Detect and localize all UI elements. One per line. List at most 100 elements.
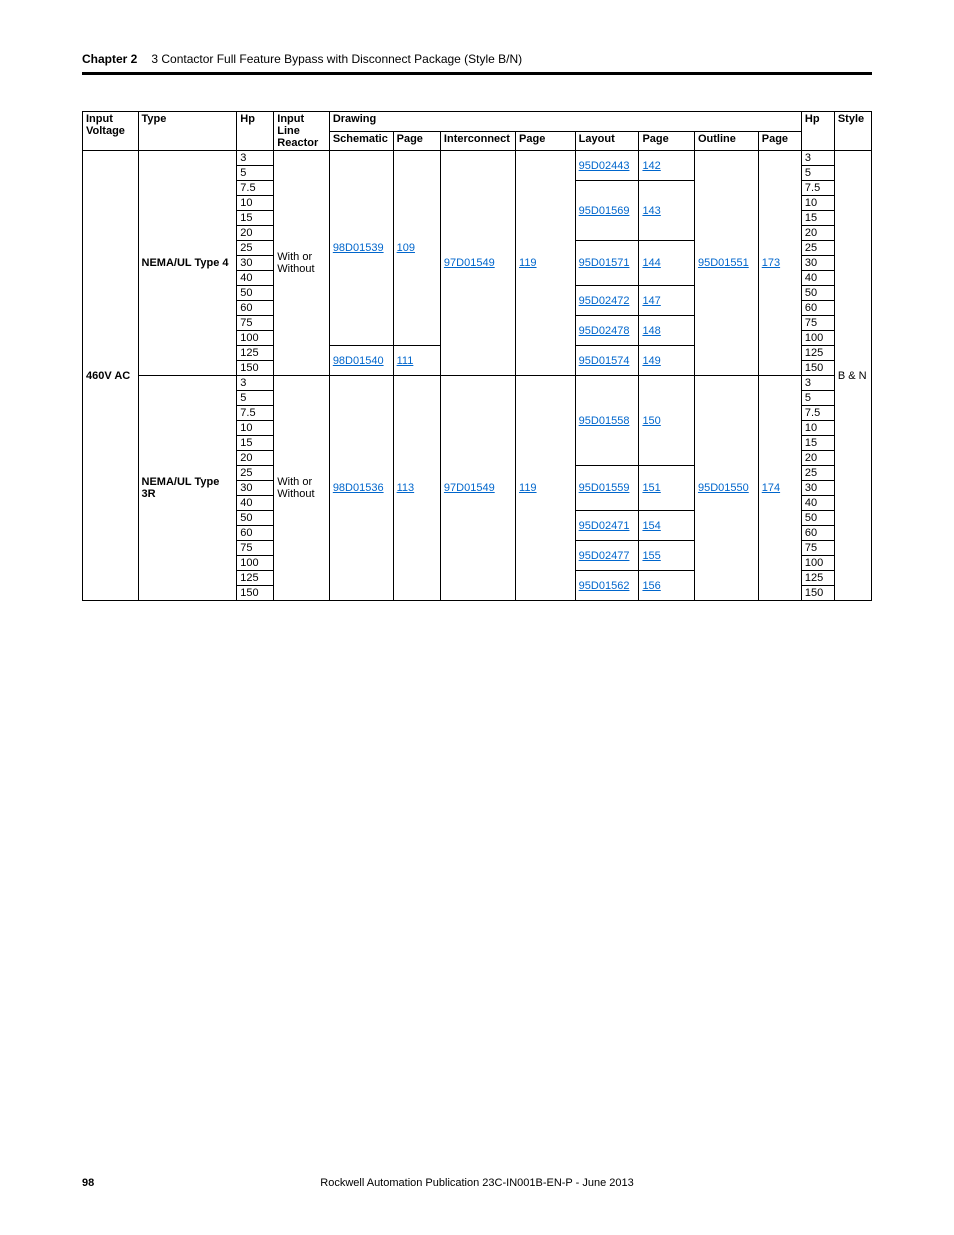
hp-right-cell: 100 — [801, 331, 834, 346]
hp-cell: 75 — [237, 541, 274, 556]
layout-page-link[interactable]: 156 — [642, 580, 660, 592]
hp-cell: 50 — [237, 286, 274, 301]
schematic-page-link[interactable]: 111 — [397, 355, 414, 367]
hp-right-cell: 150 — [801, 361, 834, 376]
hp-cell: 3 — [237, 151, 274, 166]
layout-cell: 95D01562 — [575, 571, 639, 601]
layout-page-cell: 154 — [639, 511, 695, 541]
layout-link[interactable]: 95D02478 — [579, 325, 630, 337]
hp-right-cell: 10 — [801, 196, 834, 211]
hp-right-cell: 125 — [801, 571, 834, 586]
hp-right-cell: 15 — [801, 436, 834, 451]
interconnect-page-link[interactable]: 119 — [519, 482, 537, 494]
layout-page-link[interactable]: 155 — [642, 550, 660, 562]
layout-page-link[interactable]: 151 — [642, 482, 660, 494]
hp-cell: 7.5 — [237, 406, 274, 421]
outline-page-link[interactable]: 173 — [762, 257, 780, 269]
th-hp: Hp — [237, 112, 274, 151]
spec-table: Input Voltage Type Hp Input Line Reactor… — [82, 111, 872, 601]
outline-link[interactable]: 95D01551 — [698, 257, 749, 269]
chapter-label: Chapter 2 — [82, 52, 137, 66]
th-schematic-page: Page — [393, 131, 440, 151]
layout-link[interactable]: 95D02472 — [579, 295, 630, 307]
layout-cell: 95D02443 — [575, 151, 639, 181]
outline-cell: 95D01551 — [694, 151, 758, 376]
layout-page-cell: 149 — [639, 346, 695, 376]
reactor-cell: With or Without — [274, 151, 330, 376]
layout-link[interactable]: 95D01559 — [579, 482, 630, 494]
schematic-page-link[interactable]: 113 — [397, 482, 415, 494]
hp-cell: 15 — [237, 211, 274, 226]
schematic-page-link[interactable]: 109 — [397, 242, 415, 254]
layout-page-link[interactable]: 143 — [642, 205, 660, 217]
layout-page-link[interactable]: 150 — [642, 415, 660, 427]
header-rule — [82, 72, 872, 75]
hp-right-cell: 125 — [801, 346, 834, 361]
input-voltage-cell: 460V AC — [83, 151, 139, 601]
layout-page-cell: 156 — [639, 571, 695, 601]
layout-link[interactable]: 95D02477 — [579, 550, 630, 562]
schematic-cell: 98D01539 — [329, 151, 393, 346]
layout-link[interactable]: 95D01569 — [579, 205, 630, 217]
interconnect-link[interactable]: 97D01549 — [444, 257, 495, 269]
outline-page-link[interactable]: 174 — [762, 482, 780, 494]
layout-link[interactable]: 95D01574 — [579, 355, 630, 367]
hp-right-cell: 7.5 — [801, 181, 834, 196]
hp-right-cell: 40 — [801, 271, 834, 286]
interconnect-cell: 97D01549 — [440, 151, 515, 376]
hp-right-cell: 3 — [801, 151, 834, 166]
layout-link[interactable]: 95D02443 — [579, 160, 630, 172]
chapter-title: 3 Contactor Full Feature Bypass with Dis… — [151, 52, 522, 66]
hp-cell: 10 — [237, 421, 274, 436]
outline-link[interactable]: 95D01550 — [698, 482, 749, 494]
th-outline-page: Page — [758, 131, 801, 151]
th-type: Type — [138, 112, 237, 151]
type-cell: NEMA/UL Type 4 — [138, 151, 237, 376]
interconnect-link[interactable]: 97D01549 — [444, 482, 495, 494]
hp-right-cell: 25 — [801, 466, 834, 481]
interconnect-page-link[interactable]: 119 — [519, 257, 537, 269]
hp-cell: 100 — [237, 556, 274, 571]
th-style: Style — [834, 112, 871, 151]
layout-cell: 95D02472 — [575, 286, 639, 316]
hp-right-cell: 30 — [801, 481, 834, 496]
page-footer: 98 Rockwell Automation Publication 23C-I… — [0, 1177, 954, 1189]
hp-right-cell: 20 — [801, 226, 834, 241]
publication-info: Rockwell Automation Publication 23C-IN00… — [0, 1177, 954, 1189]
hp-cell: 150 — [237, 586, 274, 601]
schematic-link[interactable]: 98D01536 — [333, 482, 384, 494]
hp-cell: 15 — [237, 436, 274, 451]
hp-right-cell: 30 — [801, 256, 834, 271]
schematic-link[interactable]: 98D01540 — [333, 355, 384, 367]
layout-page-cell: 143 — [639, 181, 695, 241]
hp-cell: 5 — [237, 166, 274, 181]
layout-page-link[interactable]: 144 — [642, 257, 660, 269]
hp-right-cell: 60 — [801, 526, 834, 541]
hp-right-cell: 50 — [801, 511, 834, 526]
type-cell: NEMA/UL Type 3R — [138, 376, 237, 601]
page-header: Chapter 2 3 Contactor Full Feature Bypas… — [82, 52, 872, 66]
layout-link[interactable]: 95D01562 — [579, 580, 630, 592]
layout-cell: 95D02471 — [575, 511, 639, 541]
layout-link[interactable]: 95D01571 — [579, 257, 630, 269]
outline-cell: 95D01550 — [694, 376, 758, 601]
schematic-link[interactable]: 98D01539 — [333, 242, 384, 254]
layout-page-link[interactable]: 149 — [642, 355, 660, 367]
hp-right-cell: 3 — [801, 376, 834, 391]
layout-page-link[interactable]: 142 — [642, 160, 660, 172]
layout-page-link[interactable]: 154 — [642, 520, 660, 532]
layout-page-link[interactable]: 148 — [642, 325, 660, 337]
layout-link[interactable]: 95D02471 — [579, 520, 630, 532]
hp-cell: 125 — [237, 346, 274, 361]
layout-page-cell: 155 — [639, 541, 695, 571]
layout-link[interactable]: 95D01558 — [579, 415, 630, 427]
hp-cell: 50 — [237, 511, 274, 526]
layout-cell: 95D01569 — [575, 181, 639, 241]
style-cell: B & N — [834, 151, 871, 601]
th-layout: Layout — [575, 131, 639, 151]
page-number: 98 — [82, 1177, 94, 1189]
layout-page-link[interactable]: 147 — [642, 295, 660, 307]
hp-cell: 10 — [237, 196, 274, 211]
hp-cell: 40 — [237, 271, 274, 286]
layout-page-cell: 150 — [639, 376, 695, 466]
